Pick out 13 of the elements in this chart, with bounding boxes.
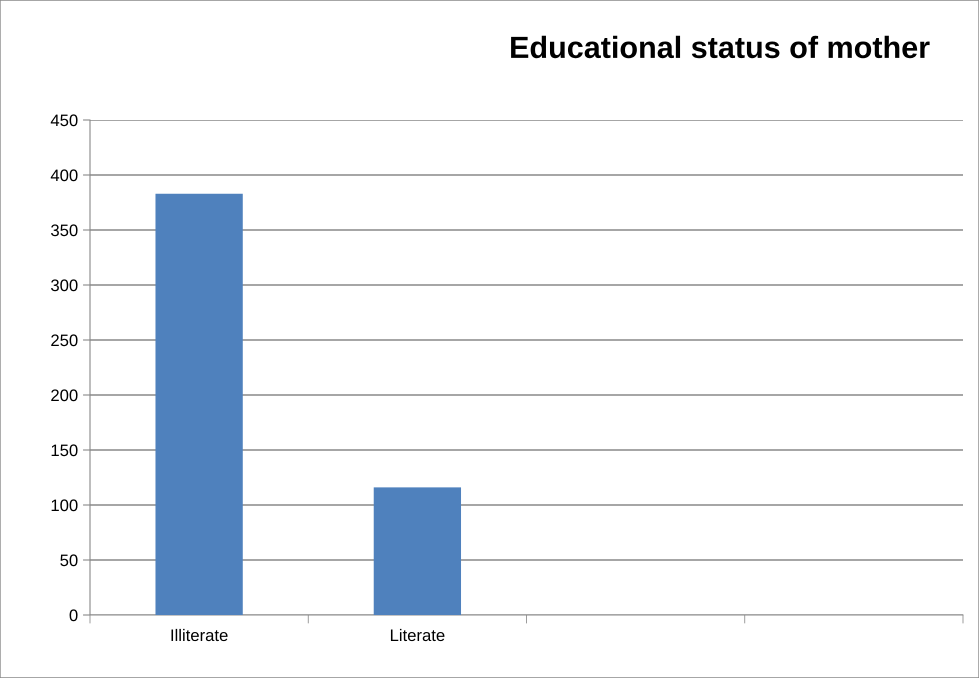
- y-tick-label: 450: [50, 114, 78, 126]
- y-tick-label: 50: [60, 554, 78, 566]
- y-tick-label: 0: [70, 609, 78, 622]
- y-tick-label: 100: [52, 499, 78, 512]
- y-tick-label: 300: [51, 279, 78, 292]
- x-tick-label: Literate: [390, 628, 444, 642]
- y-tick-label: 200: [51, 389, 78, 402]
- chart-title: Educational status of mother: [511, 36, 930, 58]
- y-tick-label: 250: [51, 334, 78, 346]
- x-tick-label: Illiterate: [171, 628, 228, 642]
- y-tick-label: 150: [52, 444, 78, 456]
- y-tick-label: 350: [51, 224, 78, 236]
- y-tick-label: 400: [50, 169, 78, 182]
